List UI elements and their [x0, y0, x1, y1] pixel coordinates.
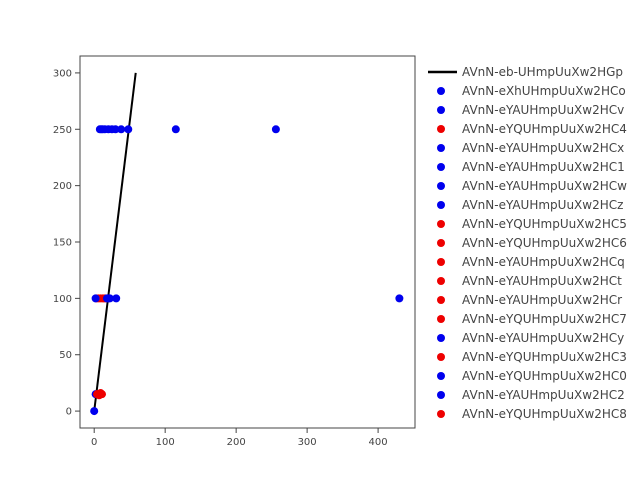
legend-item[interactable]: AVnN-eYAUHmpUuXw2HCy	[437, 331, 624, 345]
series-17	[102, 294, 114, 303]
y-axis: 0 50 100 150 200 250 300	[53, 68, 80, 418]
legend-swatch-marker	[437, 239, 445, 247]
legend-swatch-marker	[437, 353, 445, 361]
legend-swatch-marker	[437, 201, 445, 209]
data-point	[395, 294, 404, 303]
y-tick-label: 300	[53, 68, 72, 79]
legend-swatch-marker	[437, 296, 445, 304]
series-layer	[90, 72, 404, 416]
legend-label: AVnN-eXhUHmpUuXw2HCo	[462, 84, 626, 98]
legend-item[interactable]: AVnN-eYQUHmpUuXw2HC3	[437, 350, 627, 364]
legend-label: AVnN-eYQUHmpUuXw2HC7	[462, 312, 627, 326]
legend-label: AVnN-eYAUHmpUuXw2HCv	[462, 103, 624, 117]
data-point	[90, 407, 99, 416]
legend[interactable]: AVnN-eb-UHmpUuXw2HGp AVnN-eXhUHmpUuXw2HCo…	[428, 65, 627, 421]
legend-label: AVnN-eYAUHmpUuXw2HC1	[462, 160, 625, 174]
data-point	[117, 125, 126, 134]
y-tick-label: 200	[53, 181, 72, 192]
legend-item[interactable]: AVnN-eXhUHmpUuXw2HCo	[437, 84, 626, 98]
x-tick-label: 0	[91, 437, 97, 448]
legend-item[interactable]: AVnN-eYAUHmpUuXw2HCt	[437, 274, 622, 288]
legend-swatch-marker	[437, 144, 445, 152]
legend-item[interactable]: AVnN-eYAUHmpUuXw2HCv	[437, 103, 624, 117]
legend-item[interactable]: AVnN-eYAUHmpUuXw2HC1	[437, 160, 625, 174]
legend-item[interactable]: AVnN-eYQUHmpUuXw2HC7	[437, 312, 627, 326]
legend-item[interactable]: AVnN-eYAUHmpUuXw2HCz	[437, 198, 623, 212]
legend-swatch-marker	[437, 87, 445, 95]
legend-label: AVnN-eYQUHmpUuXw2HC0	[462, 369, 627, 383]
legend-item[interactable]: AVnN-eYQUHmpUuXw2HC5	[437, 217, 627, 231]
legend-label: AVnN-eYQUHmpUuXw2HC8	[462, 407, 627, 421]
y-tick-label: 0	[66, 407, 72, 418]
series-5	[124, 125, 180, 134]
series-18	[95, 389, 105, 400]
legend-item[interactable]: AVnN-eYQUHmpUuXw2HC0	[437, 369, 627, 383]
x-tick-label: 200	[227, 437, 246, 448]
legend-swatch-marker	[437, 163, 445, 171]
legend-label: AVnN-eYAUHmpUuXw2HCt	[462, 274, 622, 288]
legend-swatch-marker	[437, 182, 445, 190]
legend-swatch-marker	[437, 410, 445, 418]
series-0	[93, 72, 137, 412]
x-tick-label: 300	[298, 437, 317, 448]
legend-swatch-marker	[437, 106, 445, 114]
legend-label: AVnN-eYQUHmpUuXw2HC4	[462, 122, 627, 136]
legend-label: AVnN-eYAUHmpUuXw2HCr	[462, 293, 622, 307]
series-4	[107, 125, 126, 134]
legend-label: AVnN-eYAUHmpUuXw2HC2	[462, 388, 625, 402]
legend-swatch-marker	[437, 125, 445, 133]
data-point	[97, 125, 106, 134]
legend-label: AVnN-eYAUHmpUuXw2HCy	[462, 331, 624, 345]
y-tick-label: 150	[53, 238, 72, 249]
legend-item[interactable]: AVnN-eYAUHmpUuXw2HCx	[437, 141, 624, 155]
x-tick-label: 100	[156, 437, 175, 448]
legend-swatch-marker	[437, 258, 445, 266]
data-point	[107, 125, 116, 134]
y-tick-label: 250	[53, 125, 72, 136]
legend-item[interactable]: AVnN-eYAUHmpUuXw2HCr	[437, 293, 622, 307]
legend-label: AVnN-eYQUHmpUuXw2HC5	[462, 217, 627, 231]
legend-label: AVnN-eYAUHmpUuXw2HCx	[462, 141, 624, 155]
data-point	[96, 389, 105, 398]
legend-swatch-marker	[437, 372, 445, 380]
legend-label: AVnN-eYQUHmpUuXw2HC3	[462, 350, 627, 364]
data-point	[105, 294, 114, 303]
data-point	[171, 125, 180, 134]
x-axis: 0 100 200 300 400	[91, 428, 388, 448]
legend-swatch-marker	[437, 391, 445, 399]
legend-swatch-marker	[437, 277, 445, 285]
legend-item[interactable]: AVnN-eYQUHmpUuXw2HC8	[437, 407, 627, 421]
y-tick-label: 100	[53, 294, 72, 305]
legend-swatch-marker	[437, 315, 445, 323]
legend-item[interactable]: AVnN-eYAUHmpUuXw2HCw	[437, 179, 627, 193]
y-tick-label: 50	[59, 350, 72, 361]
legend-label: AVnN-eYAUHmpUuXw2HCq	[462, 255, 625, 269]
data-point	[112, 294, 121, 303]
data-point	[91, 294, 100, 303]
legend-item[interactable]: AVnN-eYQUHmpUuXw2HC6	[437, 236, 627, 250]
series-line	[93, 72, 137, 412]
data-point	[124, 125, 133, 134]
legend-item[interactable]: AVnN-eYAUHmpUuXw2HCq	[437, 255, 625, 269]
legend-swatch-marker	[437, 334, 445, 342]
series-6	[271, 125, 280, 134]
legend-swatch-marker	[437, 220, 445, 228]
data-point	[271, 125, 280, 134]
legend-label: AVnN-eYAUHmpUuXw2HCz	[462, 198, 623, 212]
x-tick-label: 400	[369, 437, 388, 448]
series-16	[395, 294, 404, 303]
legend-label: AVnN-eYAUHmpUuXw2HCw	[462, 179, 627, 193]
legend-item[interactable]: AVnN-eYQUHmpUuXw2HC4	[437, 122, 627, 136]
legend-label: AVnN-eb-UHmpUuXw2HGp	[462, 65, 623, 79]
legend-item[interactable]: AVnN-eYAUHmpUuXw2HC2	[437, 388, 625, 402]
legend-item[interactable]: AVnN-eb-UHmpUuXw2HGp	[428, 65, 623, 79]
legend-label: AVnN-eYQUHmpUuXw2HC6	[462, 236, 627, 250]
